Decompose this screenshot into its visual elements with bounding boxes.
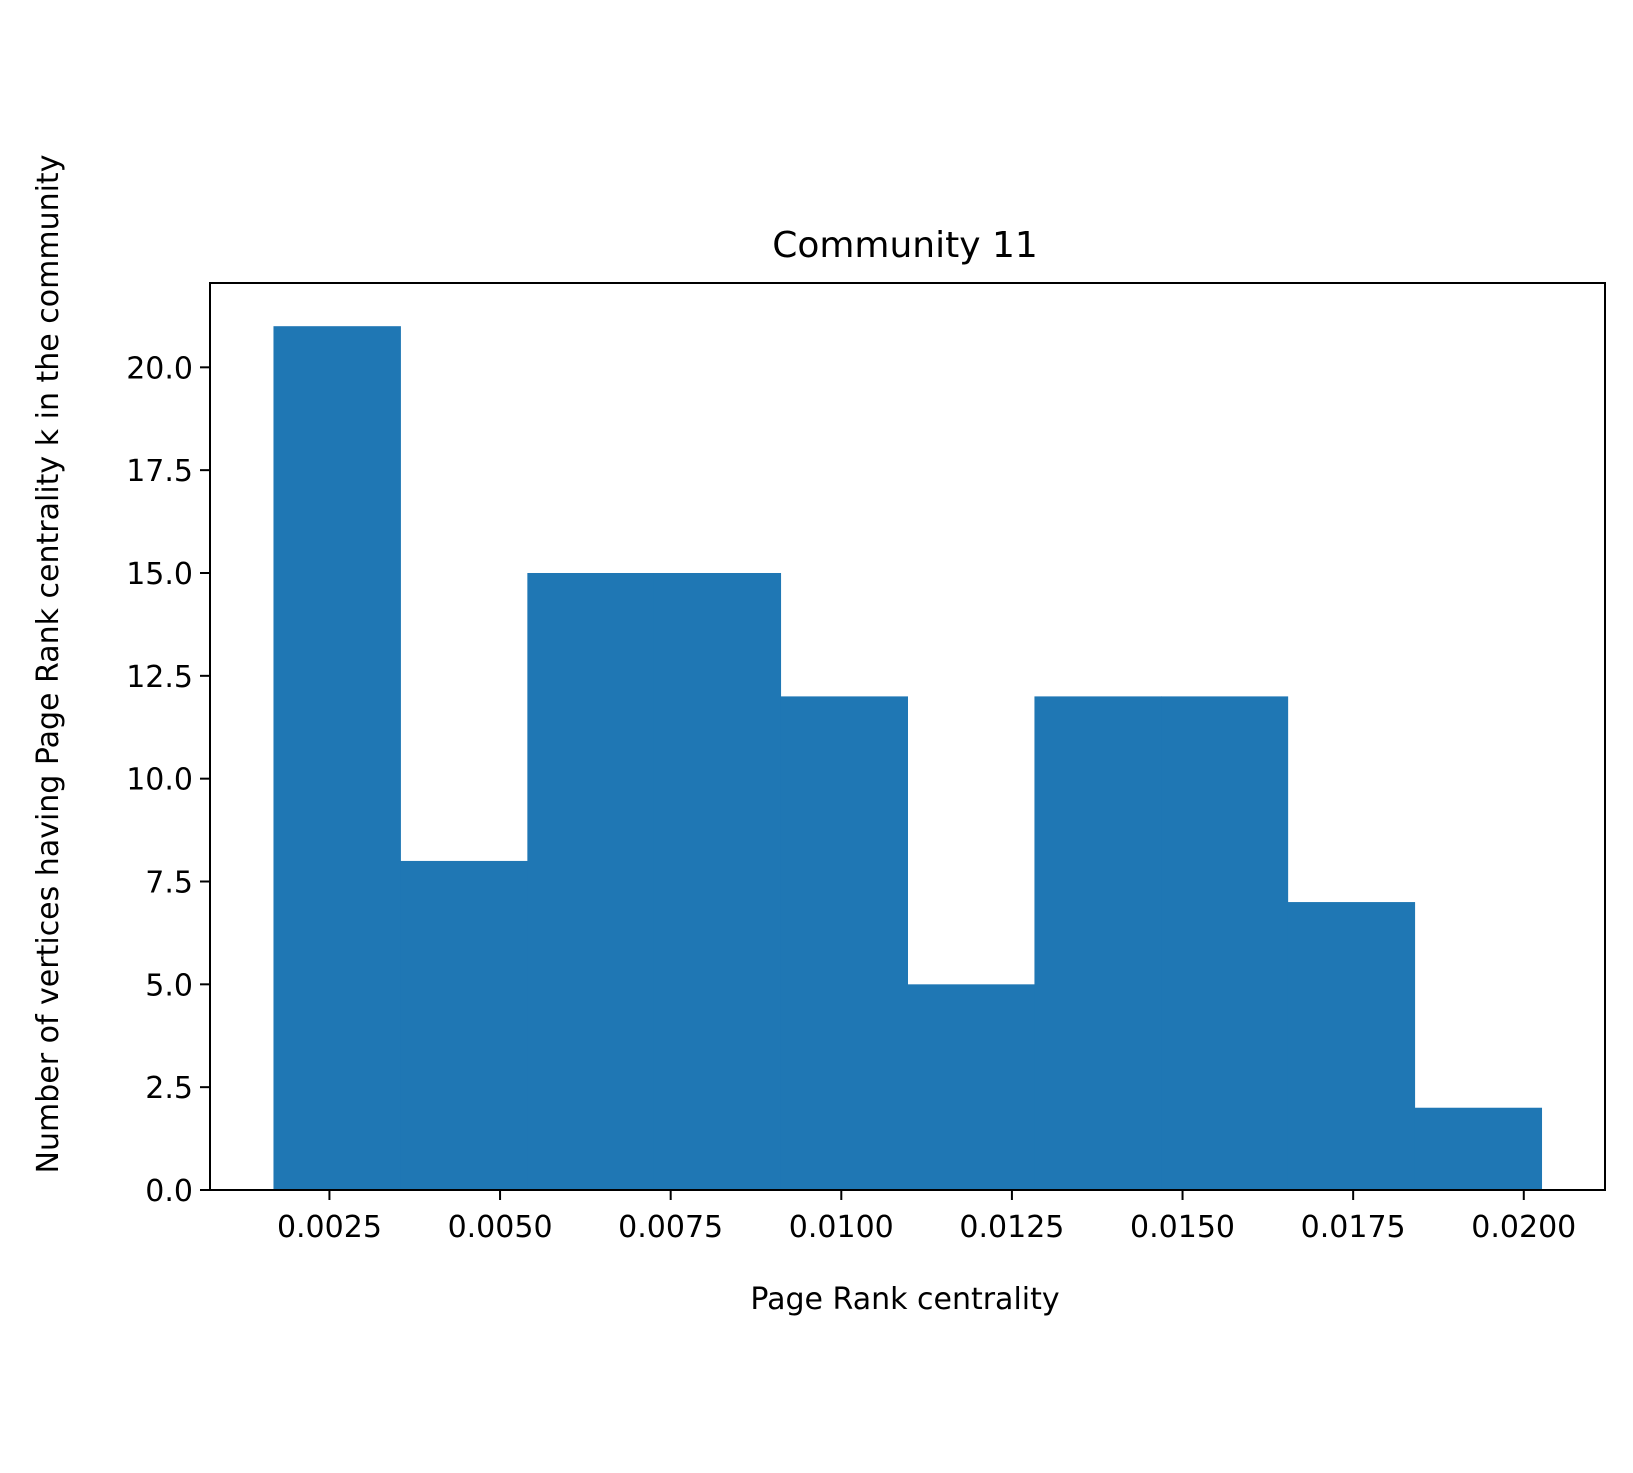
histogram-bar [780,696,908,1190]
x-tick-label: 0.0150 [1130,1210,1235,1245]
y-tick-label: 7.5 [145,865,193,900]
y-tick-label: 15.0 [126,557,193,592]
y-tick-label: 2.5 [145,1071,193,1106]
x-tick-label: 0.0200 [1471,1210,1576,1245]
x-tick-label: 0.0050 [448,1210,553,1245]
x-tick-label: 0.0025 [277,1210,382,1245]
y-tick-label: 5.0 [145,968,193,1003]
histogram-bar [527,572,655,1190]
histogram-bar [907,984,1035,1190]
histogram-bar [1161,696,1289,1190]
y-tick-label: 10.0 [126,763,193,798]
y-tick-label: 20.0 [126,351,193,386]
histogram-bar [653,572,782,1190]
x-tick-label: 0.0075 [618,1210,723,1245]
histogram-bar [1414,1107,1543,1190]
chart-title: Community 11 [772,225,1038,266]
histogram-bar [273,326,401,1190]
bars-group [273,326,1543,1190]
y-tick-label: 12.5 [126,660,193,695]
y-tick-label: 17.5 [126,454,193,489]
histogram-bar [1287,902,1416,1190]
histogram-bar [400,860,528,1190]
histogram-bar [1034,696,1162,1190]
y-axis-label: Number of vertices having Page Rank cent… [31,155,66,1174]
x-axis-label: Page Rank centrality [750,1282,1059,1317]
x-axis: 0.0025 0.0050 0.0075 0.0100 0.0125 0.0150 0.01… [277,1190,1576,1245]
x-tick-label: 0.0125 [959,1210,1064,1245]
y-tick-label: 0.0 [145,1174,193,1209]
x-tick-label: 0.0100 [789,1210,894,1245]
y-axis: 0.0 2.5 5.0 7.5 10.0 12.5 15.0 17.5 20.0 [126,351,210,1209]
plot-frame [209,282,1606,1191]
x-tick-label: 0.0175 [1301,1210,1406,1245]
